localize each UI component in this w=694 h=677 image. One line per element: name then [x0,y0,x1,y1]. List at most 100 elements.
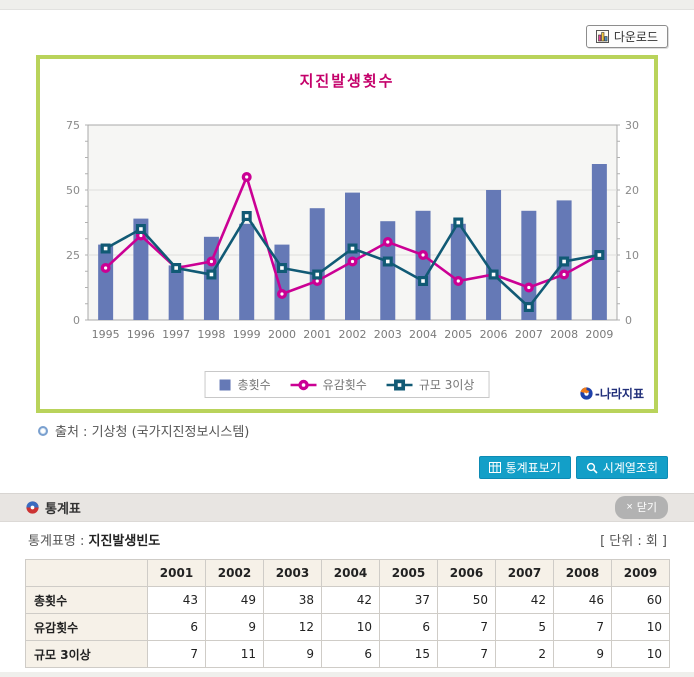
legend-label: 규모 3이상 [418,378,475,392]
timeseries-button-label: 시계열조회 [602,461,658,475]
table-year-header: 2007 [495,559,554,587]
table-value-cell: 11 [205,640,264,668]
chart-title: 지진발생횟수 [299,72,395,90]
line-marker-circle-dot [386,240,390,244]
legend-item: 총횟수 [219,376,271,393]
table-year-header: 2004 [321,559,380,587]
stats-panel-title: 통계표 [45,502,81,517]
line-marker-square-dot [315,272,320,277]
table-year-header: 2001 [147,559,206,587]
chart-bar [486,190,502,320]
table-header-row: 2001 2002 2003 2004 2005 2006 2007 2008 2009 [25,559,670,587]
search-icon [586,462,598,474]
line-marker-circle-dot [104,266,108,270]
bullet-icon [38,425,48,436]
enara-logo-text: -나라지표 [594,387,644,401]
stats-table-button[interactable]: 통계표보기 [478,456,571,479]
line-marker-circle-dot [562,272,566,277]
left-axis-label: 25 [66,249,80,262]
table-meta-row: 통계표명 : 지진발생빈도 [ 단위 : 회 ] [28,530,667,549]
line-marker-square-dot [456,220,461,225]
right-axis-label: 20 [625,184,639,197]
table-year-header: 2008 [553,559,612,587]
table-value-cell: 5 [495,613,554,641]
close-icon: × [626,501,633,513]
line-marker-circle-dot [421,253,425,257]
actions-row: 통계표보기 시계열조회 [478,456,668,479]
x-axis-label: 2007 [515,328,543,341]
table-value-cell: 7 [437,640,496,668]
line-marker-square-dot [385,259,390,264]
line-marker-circle-dot [245,175,249,179]
chart-bar [133,218,149,320]
chart-bar [98,244,114,320]
x-axis-label: 1995 [92,328,120,341]
chart-bar [415,210,431,320]
table-value-cell: 2 [495,640,554,668]
x-axis-label: 1996 [127,328,155,341]
line-marker-square-dot [562,259,566,264]
line-marker-circle-dot [350,259,355,264]
table-value-cell: 7 [437,613,496,641]
table-value-cell: 15 [379,640,438,668]
chart-bar [239,223,255,320]
line-marker-square-dot [174,266,178,270]
line-marker-square-dot [209,272,214,277]
table-value-cell: 6 [379,613,438,641]
table-row: 규모 3이상 7 11 9 6 15 7 2 9 10 [25,640,670,668]
table-value-cell: 9 [553,640,612,668]
chart-bar [521,210,537,320]
table-year-header: 2006 [437,559,496,587]
table-corner-cell [25,559,148,587]
x-axis-label: 2004 [409,328,437,341]
x-axis-label: 1997 [162,328,190,341]
line-marker-square-dot [527,305,531,309]
table-value-cell: 37 [379,586,438,614]
line-marker-square-dot [139,227,143,231]
table-value-cell: 60 [611,586,670,614]
table-year-header: 2003 [263,559,322,587]
x-axis-label: 2008 [550,328,578,341]
chart-bar [380,221,396,320]
line-marker-circle-dot [280,292,284,296]
table-value-cell: 6 [321,640,380,668]
line-marker-square-dot [103,246,108,251]
x-axis-label: 2009 [585,328,613,341]
table-value-cell: 38 [263,586,322,614]
download-button[interactable]: 다운로드 [585,25,668,48]
table-value-cell: 6 [147,613,206,641]
chart-bar [345,192,360,320]
table-value-cell: 50 [437,586,496,614]
close-button[interactable]: × 닫기 [615,496,668,519]
stats-table: 2001 2002 2003 2004 2005 2006 2007 2008 2009 총횟수 4… [25,559,670,668]
timeseries-button[interactable]: 시계열조회 [575,456,668,479]
table-value-cell: 42 [495,586,554,614]
line-marker-circle-dot [315,279,319,283]
table-year-header: 2002 [205,559,264,587]
table-value-cell: 12 [263,613,322,641]
chart-legend: 총횟수 유감횟수 규모 3이상 [204,371,490,398]
right-axis-label: 30 [625,119,639,132]
line-marker-square-dot [244,214,249,218]
unit-label: [ 단위 : 회 ] [600,534,667,549]
chart-bar [168,265,184,320]
enara-logo: -나라지표 [580,385,644,402]
close-label: 닫기 [636,502,657,514]
legend-item: 규모 3이상 [386,376,475,393]
left-axis-label: 0 [73,314,80,327]
table-year-header: 2005 [379,559,438,587]
line-marker-circle-dot [456,279,460,283]
legend-square-dot [398,382,402,387]
x-axis-label: 2005 [444,328,472,341]
chart-bar [274,244,290,320]
legend-bar-icon [219,379,231,390]
download-label: 다운로드 [613,30,658,44]
left-axis-label: 50 [66,184,80,197]
line-marker-circle-dot [527,285,531,290]
table-name-label: 통계표명 : [28,534,85,549]
legend-bar-swatch [219,379,231,390]
legend-label: 유감횟수 [322,378,367,392]
table-year-header: 2009 [611,559,670,587]
line-marker-square-dot [597,253,602,257]
x-axis-label: 1998 [197,328,225,341]
